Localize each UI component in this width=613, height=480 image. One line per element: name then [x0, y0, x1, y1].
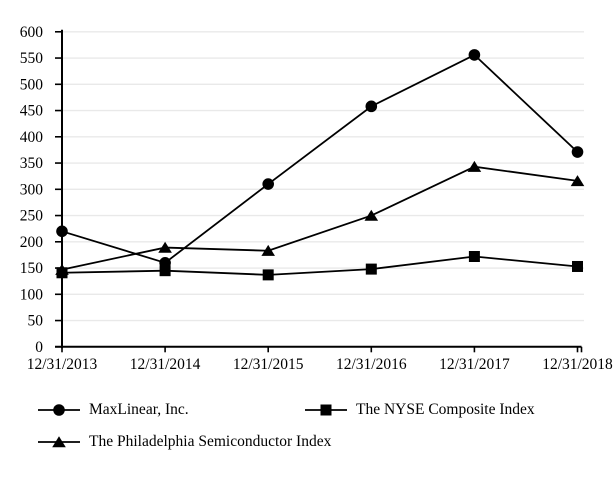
triangle-marker: [467, 160, 482, 172]
y-axis-tick-label: 250: [20, 208, 44, 225]
legend-item-nyse: The NYSE Composite Index: [305, 401, 535, 418]
circle-marker: [56, 225, 68, 238]
square-marker: [365, 263, 377, 275]
x-axis-labels: 12/31/2013 12/31/2014 12/31/2015 12/31/2016…: [27, 356, 613, 373]
x-axis-tick-label: 12/31/2015: [233, 356, 304, 373]
x-axis-tick-label: 12/31/2017: [439, 356, 510, 373]
series-line: [61, 165, 578, 271]
triangle-marker: [261, 244, 275, 256]
y-axis-tick-label: 500: [20, 76, 44, 93]
y-axis-tick-label: 400: [20, 129, 44, 146]
x-axis-tick-label: 12/31/2014: [130, 356, 201, 373]
series-line: [61, 255, 578, 276]
legend-item-philadelphia-semiconductor: The Philadelphia Semiconductor Index: [38, 433, 332, 450]
square-marker: [262, 269, 274, 281]
circle-marker: [365, 100, 378, 113]
x-axis-tick-label: 12/31/2013: [27, 356, 98, 373]
square-marker: [159, 265, 171, 277]
y-axis-tick-label: 550: [20, 50, 44, 67]
x-axis-tick-label: 12/31/2016: [336, 356, 407, 373]
series-square: [56, 251, 583, 281]
series-triangle: [55, 160, 585, 275]
square-marker: [320, 404, 332, 416]
triangle-marker: [158, 241, 172, 253]
y-axis-tick-label: 350: [20, 155, 44, 172]
circle-marker: [262, 178, 275, 190]
square-marker: [468, 251, 480, 262]
square-marker-icon: [305, 402, 347, 418]
y-axis-labels: 0 50 100 150 200 250 300 350 400 450 500 550 600: [20, 24, 44, 356]
legend-label-maxlinear: MaxLinear, Inc.: [89, 401, 189, 418]
circle-marker-icon: [38, 402, 80, 418]
legend-label-nyse: The NYSE Composite Index: [356, 401, 535, 418]
series-line: [61, 53, 579, 264]
y-axis-tick-label: 50: [28, 313, 44, 330]
y-axis-tick-label: 150: [20, 260, 44, 277]
circle-marker: [571, 146, 584, 158]
legend: MaxLinear, Inc. The NYSE Composite Index…: [0, 0, 613, 450]
y-axis-tick-label: 100: [20, 286, 44, 303]
data-series: [55, 49, 585, 281]
triangle-marker: [570, 175, 585, 187]
triangle-marker-icon: [38, 434, 80, 450]
circle-marker: [468, 49, 481, 61]
y-axis-tick-label: 200: [20, 234, 44, 251]
gridlines: [62, 31, 584, 322]
circle-marker: [53, 404, 65, 416]
legend-label-philadelphia-semiconductor: The Philadelphia Semiconductor Index: [89, 433, 332, 450]
square-marker: [56, 267, 68, 279]
triangle-marker: [52, 436, 66, 448]
y-axis-tick-label: 600: [20, 24, 44, 41]
y-axis-tick-label: 0: [35, 339, 43, 356]
chart-plot-area: 0 50 100 150 200 250 300 350 400 450 500 550 600 12/…: [20, 24, 613, 373]
x-axis-tick-label: 12/31/2018: [542, 356, 613, 373]
legend-item-maxlinear: MaxLinear, Inc.: [38, 401, 189, 418]
square-marker: [572, 260, 583, 272]
triangle-marker: [364, 209, 379, 221]
y-axis-tick-label: 300: [20, 181, 44, 198]
y-axis-tick-label: 450: [20, 103, 44, 120]
